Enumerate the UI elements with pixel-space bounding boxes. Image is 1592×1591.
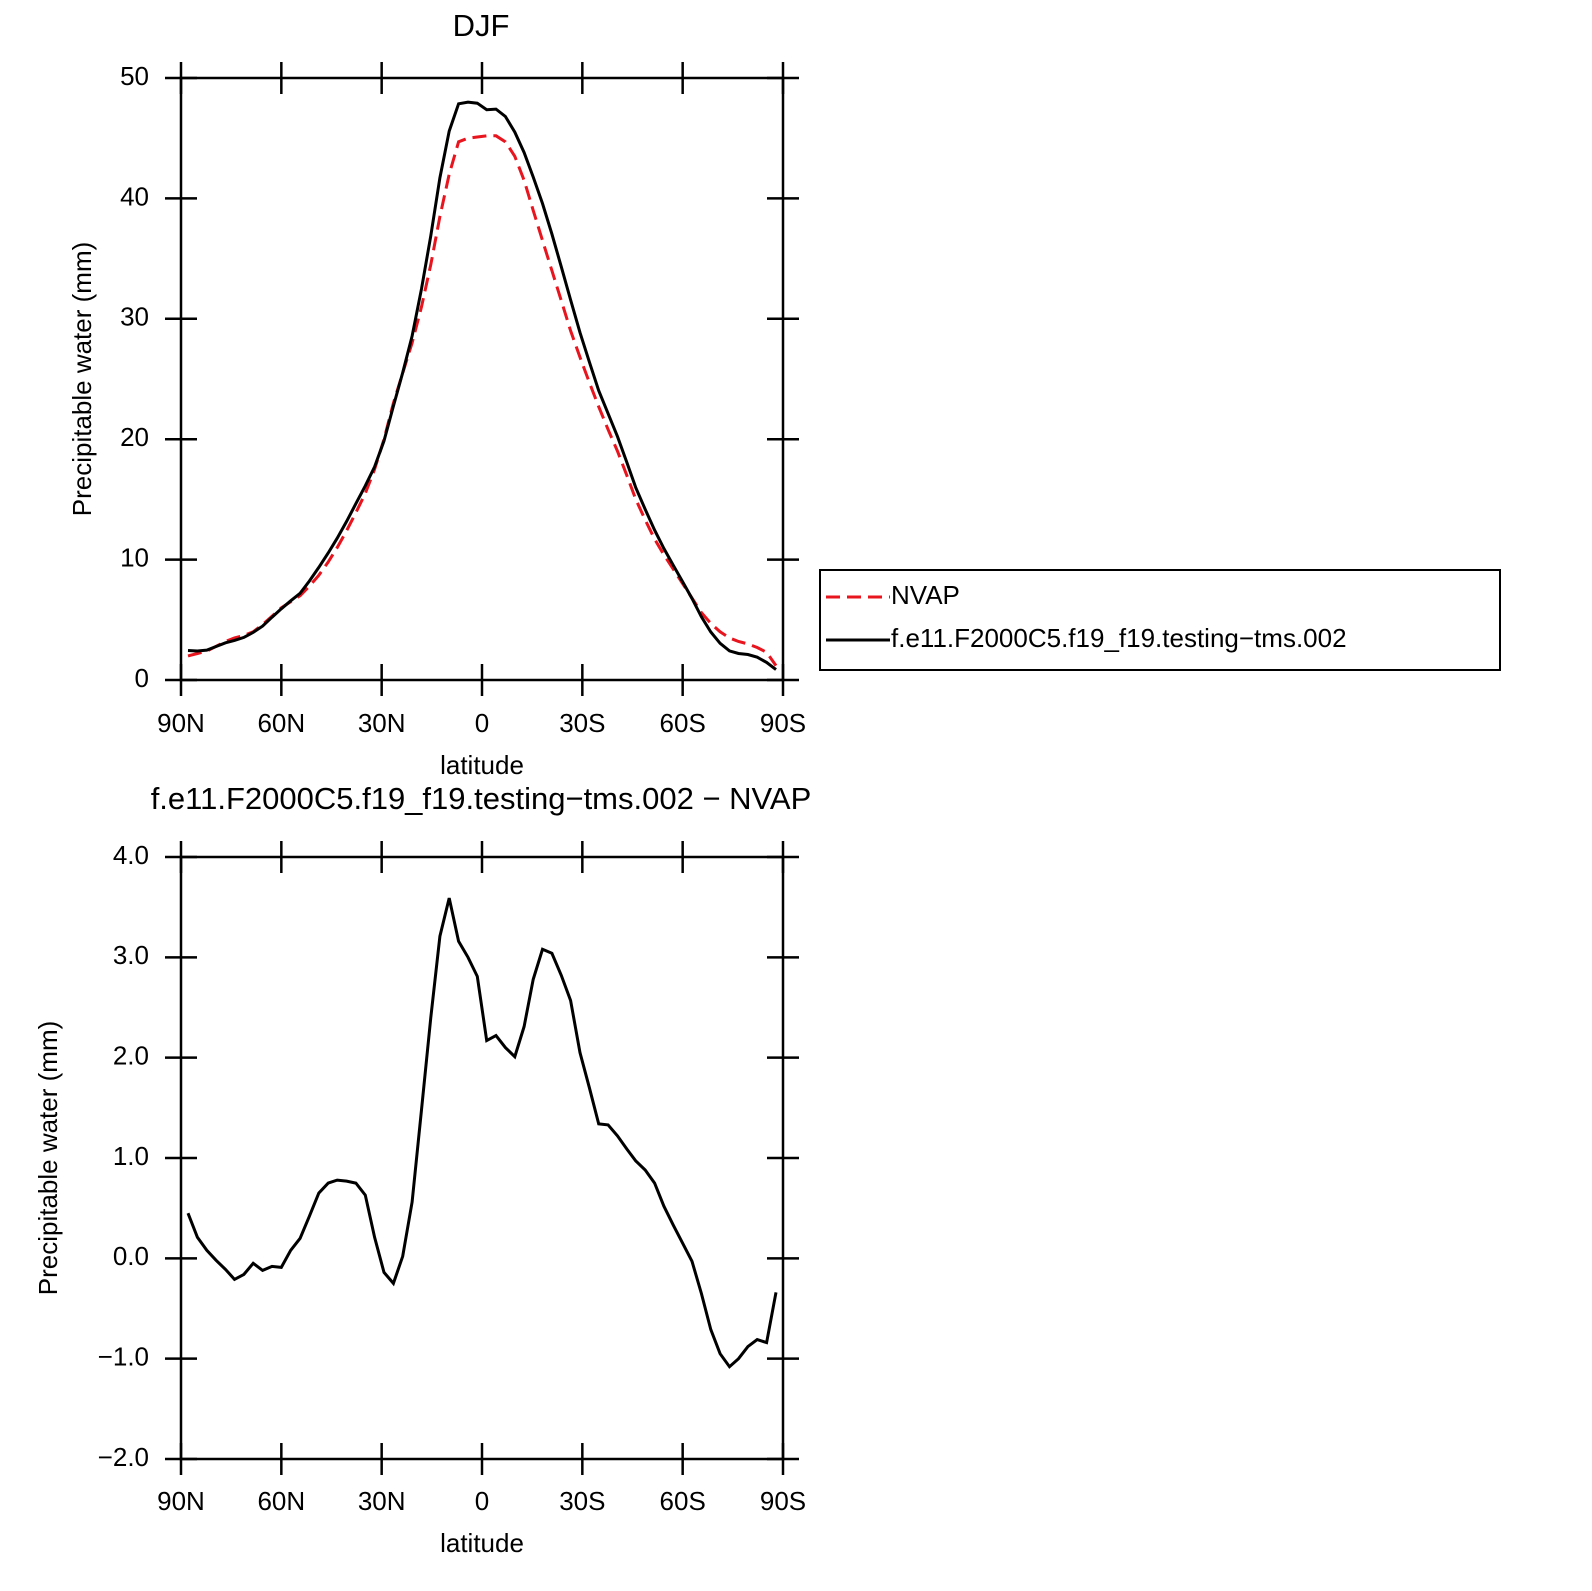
legend-label: f.e11.F2000C5.f19_f19.testing−tms.002 xyxy=(891,623,1347,653)
data-line xyxy=(186,897,778,1369)
y-tick-label: −1.0 xyxy=(98,1342,149,1372)
x-tick-label: 90S xyxy=(760,1486,806,1516)
y-tick-label: 20 xyxy=(120,422,149,452)
x-tick-label: 30S xyxy=(559,708,605,738)
y-tick-label: 0.0 xyxy=(113,1241,149,1271)
x-tick-label: 0 xyxy=(475,1486,489,1516)
x-tick-label: 60S xyxy=(660,708,706,738)
plot-frame xyxy=(179,76,785,682)
y-tick-label: 10 xyxy=(120,542,149,572)
x-tick-label: 0 xyxy=(475,708,489,738)
x-axis-label: latitude xyxy=(440,750,524,780)
legend-box xyxy=(819,569,1501,671)
x-tick-label: 30S xyxy=(559,1486,605,1516)
x-tick-label: 60N xyxy=(257,1486,305,1516)
y-tick-label: −2.0 xyxy=(98,1442,149,1472)
plot-frame xyxy=(179,855,785,1461)
x-axis-label: latitude xyxy=(440,1528,524,1558)
x-tick-label: 90N xyxy=(157,708,205,738)
y-tick-label: 1.0 xyxy=(113,1141,149,1171)
y-tick-label: 4.0 xyxy=(113,840,149,870)
x-tick-label: 90S xyxy=(760,708,806,738)
y-tick-label: 0 xyxy=(135,663,149,693)
y-axis-label: Precipitable water (mm) xyxy=(33,1021,63,1296)
x-tick-label: 60N xyxy=(257,708,305,738)
x-tick-label: 30N xyxy=(358,1486,406,1516)
legend-label: NVAP xyxy=(891,580,960,610)
data-line xyxy=(187,100,777,671)
y-tick-label: 2.0 xyxy=(113,1041,149,1071)
y-tick-label: 50 xyxy=(120,61,149,91)
y-axis-label: Precipitable water (mm) xyxy=(67,242,97,517)
y-tick-label: 40 xyxy=(120,181,149,211)
y-tick-label: 3.0 xyxy=(113,940,149,970)
chart-title: DJF xyxy=(453,8,510,43)
y-tick-label: 30 xyxy=(120,302,149,332)
x-tick-label: 60S xyxy=(660,1486,706,1516)
chart-title: f.e11.F2000C5.f19_f19.testing−tms.002 − … xyxy=(151,781,812,816)
data-line xyxy=(187,134,778,667)
x-tick-label: 30N xyxy=(358,708,406,738)
x-tick-label: 90N xyxy=(157,1486,205,1516)
